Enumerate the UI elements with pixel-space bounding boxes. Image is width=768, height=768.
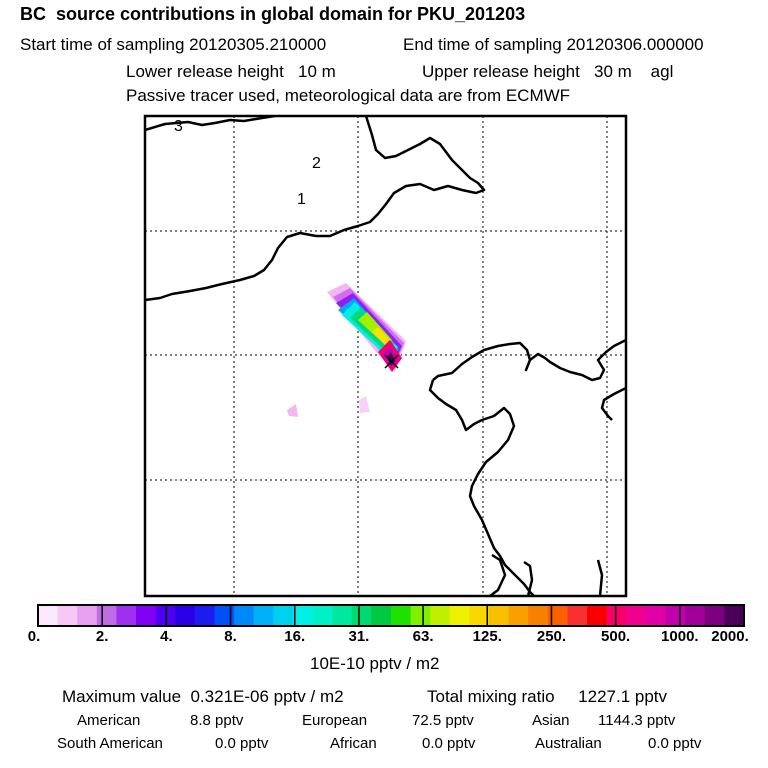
colorbar-cell bbox=[57, 605, 78, 626]
colorbar-cell bbox=[351, 605, 372, 626]
colorbar-cell bbox=[273, 605, 294, 626]
colorbar-tick-label: 4. bbox=[160, 628, 173, 645]
asian-label: Asian bbox=[532, 712, 570, 729]
colorbar-cell bbox=[626, 605, 647, 626]
colorbar-cell bbox=[469, 605, 490, 626]
colorbar-cell bbox=[567, 605, 588, 626]
colorbar-unit-label: 10E-10 pptv / m2 bbox=[310, 654, 440, 673]
colorbar-cell bbox=[136, 605, 157, 626]
colorbar-tick-label: 63. bbox=[412, 628, 434, 645]
south-american-value: 0.0 pptv bbox=[215, 735, 269, 752]
start-time-label: Start time of sampling 20120305.210000 bbox=[20, 35, 327, 54]
colorbar-cell bbox=[704, 605, 725, 626]
european-label: European bbox=[302, 712, 368, 729]
concentration-plume bbox=[287, 283, 406, 417]
colorbar-cell bbox=[214, 605, 235, 626]
colorbar-cell bbox=[528, 605, 549, 626]
european-value: 72.5 pptv bbox=[412, 712, 474, 729]
colorbar-cell bbox=[606, 605, 627, 626]
colorbar-tick-label: 8. bbox=[224, 628, 237, 645]
map-title: BC source contributions in global domain… bbox=[20, 4, 526, 24]
day-label-1: 1 bbox=[297, 191, 306, 208]
colorbar-cell bbox=[587, 605, 608, 626]
colorbar-tick-label: 31. bbox=[348, 628, 370, 645]
colorbar-cell bbox=[489, 605, 510, 626]
colorbar-cell bbox=[449, 605, 470, 626]
lower-release-height-label: Lower release height 10 m bbox=[126, 62, 336, 81]
american-value: 8.8 pptv bbox=[190, 712, 244, 729]
colorbar-tick-label: 16. bbox=[284, 628, 306, 645]
coastlines bbox=[145, 116, 626, 596]
colorbar-cell bbox=[194, 605, 215, 626]
colorbar-tick-label: 250. bbox=[536, 628, 567, 645]
colorbar-cell bbox=[38, 605, 59, 626]
colorbar-cell bbox=[724, 605, 745, 626]
colorbar-cell bbox=[547, 605, 568, 626]
colorbar-cell bbox=[77, 605, 98, 626]
colorbar-tick-label: 2000. bbox=[711, 628, 749, 645]
maximum-value: Maximum value 0.321E-06 pptv / m2 bbox=[62, 687, 344, 706]
colorbar-cell bbox=[645, 605, 667, 626]
total-mixing-ratio: Total mixing ratio 1227.1 pptv bbox=[427, 687, 668, 706]
colorbar-cell bbox=[332, 605, 353, 626]
african-value: 0.0 pptv bbox=[422, 735, 476, 752]
colorbar-tick-label: 2. bbox=[95, 628, 109, 645]
day-label-3: 3 bbox=[174, 118, 183, 135]
day-label-2: 2 bbox=[312, 155, 321, 172]
colorbar-cell bbox=[253, 605, 274, 626]
map-frame bbox=[143, 114, 628, 598]
colorbar-cell bbox=[312, 605, 333, 626]
asian-value: 1144.3 pptv bbox=[598, 712, 676, 729]
american-label: American bbox=[77, 712, 141, 729]
colorbar-cell bbox=[685, 605, 706, 626]
colorbar-cell bbox=[175, 605, 196, 626]
colorbar-tick-label: 125. bbox=[472, 628, 502, 645]
upper-release-height-label: Upper release height 30 m agl bbox=[422, 62, 674, 81]
south-american-label: South American bbox=[57, 735, 163, 752]
australian-value: 0.0 pptv bbox=[648, 735, 702, 752]
end-time-label: End time of sampling 20120306.000000 bbox=[403, 35, 704, 54]
release-site-marker bbox=[384, 354, 399, 369]
colorbar-cell bbox=[371, 605, 392, 626]
colorbar-cell bbox=[292, 605, 314, 626]
colorbar-cell bbox=[508, 605, 529, 626]
colorbar-cell bbox=[116, 605, 137, 626]
map-gridlines bbox=[145, 116, 626, 596]
australian-label: Australian bbox=[535, 735, 602, 752]
colorbar-cell bbox=[665, 605, 686, 626]
colorbar-cell bbox=[234, 605, 255, 626]
colorbar-cell bbox=[410, 605, 431, 626]
african-label: African bbox=[330, 735, 377, 752]
colorbar-tick-label: 1000. bbox=[661, 628, 699, 645]
colorbar-tick-label: 0. bbox=[27, 628, 41, 645]
tracer-note: Passive tracer used, meteorological data… bbox=[126, 86, 571, 105]
colorbar-cell bbox=[391, 605, 412, 626]
colorbar-cell bbox=[96, 605, 117, 626]
colorbar-cell bbox=[430, 605, 451, 626]
colorbar-tick-label: 500. bbox=[601, 628, 631, 645]
